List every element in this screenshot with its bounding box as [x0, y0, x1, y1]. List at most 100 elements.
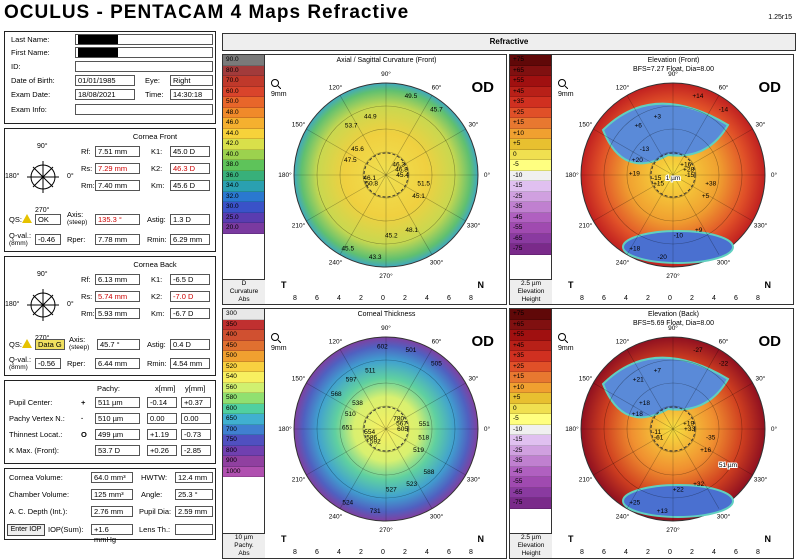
exam-date-field[interactable]: 18/08/2021: [75, 89, 135, 100]
x-tick-label: 4: [337, 549, 341, 556]
last-name-field[interactable]: [75, 34, 213, 45]
map-disk[interactable]: 90° 60° 30° 0° 330° 300° 270° 240° 210° 180° 150° 1…: [552, 321, 795, 549]
scale-cell: 25.0: [223, 212, 264, 223]
grid-spoke: [626, 349, 720, 509]
map-disk[interactable]: 90° 60° 30° 0° 330° 300° 270° 240° 210° 180° 150° 1…: [265, 321, 508, 549]
scale-footer-line: Curvature: [229, 288, 259, 295]
scale-cell: 34.0: [223, 181, 264, 192]
zoom-icon[interactable]: 9mm: [558, 333, 574, 352]
front-rper-value: 7.78 mm: [95, 234, 140, 245]
pachy-row-value: 53.7 D: [95, 445, 140, 456]
time-field[interactable]: 14:30:18: [170, 89, 213, 100]
front-deg90: 90°: [37, 143, 48, 150]
color-scale[interactable]: +75 +65 +55 +45 +35 +25 +15 +10 +5 0 -5 -10 -15 -25 -3…: [510, 55, 552, 304]
enter-iop-button[interactable]: Enter IOP: [7, 524, 45, 536]
dob-label: Date of Birth:: [11, 76, 55, 85]
dob-field[interactable]: 01/01/1985: [75, 75, 135, 86]
map-disk[interactable]: 90° 60° 30° 0° 330° 300° 270° 240° 210° 180° 150° 1…: [265, 67, 508, 295]
angle-label: 150°: [292, 121, 306, 129]
hwtw-label: HWTW:: [141, 473, 168, 482]
map-value: +6: [634, 122, 642, 129]
exam-info-field[interactable]: [75, 104, 213, 115]
map-title: Corneal Thickness: [357, 311, 416, 318]
x-tick-label: 8: [580, 295, 584, 302]
angle-label: 210°: [292, 476, 306, 484]
x-tick-label: 6: [315, 295, 319, 302]
scale-cell: -75: [510, 244, 551, 255]
front-qs-value[interactable]: OK: [35, 214, 61, 225]
zoom-label: 9mm: [271, 91, 287, 98]
angle-label: 150°: [292, 375, 306, 383]
id-field[interactable]: [75, 61, 213, 72]
map-value: +18: [639, 400, 650, 407]
map-subtitle: BFS=5.69 Float, Dia=8.00: [633, 320, 714, 327]
back-steep-label: (steep): [69, 344, 90, 351]
scale-cell: 500: [223, 351, 264, 362]
x-tick-label: 2: [403, 549, 407, 556]
scale-cell: -35: [510, 456, 551, 467]
scale-cell: 36.0: [223, 170, 264, 181]
scale-cell: 450: [223, 340, 264, 351]
angle-label: 240°: [616, 512, 630, 520]
scale-footer: D Curvature Abs: [223, 279, 265, 304]
map-subtitle: BFS=7.27 Float, Dia=8.00: [633, 66, 714, 73]
map-3[interactable]: 300 350 400 450 500 520 540 560 580 600 650 700 750 8…: [222, 308, 507, 559]
map-value: 519: [413, 447, 424, 454]
zoom-label: 9mm: [558, 91, 574, 98]
cornea-back-header: Cornea Back: [133, 260, 177, 269]
angle-label: 240°: [329, 258, 343, 266]
x-tick-label: 2: [646, 295, 650, 302]
zoom-icon[interactable]: 9mm: [271, 333, 287, 352]
map-value: -35: [706, 434, 716, 441]
map-2[interactable]: +75 +65 +55 +45 +35 +25 +15 +10 +5 0 -5 -10 -15 -25 -3…: [509, 54, 794, 305]
grid-spoke: [339, 349, 433, 509]
scale-cell: 46.0: [223, 118, 264, 129]
map-value: 651: [342, 424, 353, 431]
map-value: 523: [406, 481, 417, 488]
scale-cell: -65: [510, 487, 551, 498]
x-tick-label: 6: [315, 549, 319, 556]
color-scale[interactable]: 300 350 400 450 500 520 540 560 580 600 650 700 750 8…: [223, 309, 265, 558]
pachy-col-header: Pachy:: [97, 384, 120, 393]
scale-footer: 10 µm Pachy. Abs: [223, 533, 265, 558]
x-tick-label: 8: [293, 295, 297, 302]
x-tick-label: 8: [756, 295, 760, 302]
front-deg0: 0°: [67, 173, 74, 180]
pupil-circle: [650, 152, 696, 198]
x-tick-label: 0: [668, 295, 672, 302]
scale-cell: +75: [510, 309, 551, 320]
point-tag: 51 µm: [719, 462, 737, 469]
zoom-icon[interactable]: 9mm: [558, 79, 574, 98]
map-disk[interactable]: 90° 60° 30° 0° 330° 300° 270° 240° 210° 180° 150° 1…: [552, 67, 795, 295]
scale-footer-line: Abs: [238, 550, 250, 557]
eye-field[interactable]: Right: [170, 75, 213, 86]
angle-label: 60°: [719, 338, 729, 346]
x-tick-label: 2: [646, 549, 650, 556]
map-value: -10: [674, 232, 684, 239]
back-rf-label: Rf:: [81, 275, 91, 284]
map-value: +5: [702, 193, 710, 200]
angle-label: 0°: [771, 425, 778, 433]
pachy-row-symbol: ·: [81, 414, 84, 423]
pachy-row-x: -0.14: [147, 397, 177, 408]
pachy-row-y: -2.85: [181, 445, 211, 456]
color-scale[interactable]: 90.0 80.0 70.0 60.0 50.0 48.0 46.0 44.0 42.0 40.0…: [223, 55, 265, 304]
grid-ring: [362, 151, 410, 199]
map-1[interactable]: 90.0 80.0 70.0 60.0 50.0 48.0 46.0 44.0 42.0 40.0…: [222, 54, 507, 305]
angle-label: 120°: [329, 84, 343, 92]
scale-cell: -25: [510, 191, 551, 202]
front-qs-label: QS:: [9, 215, 22, 224]
x-tick-label: 0: [381, 295, 385, 302]
scale-cell: 650: [223, 414, 264, 425]
color-scale[interactable]: +75 +65 +55 +45 +35 +25 +15 +10 +5 0 -5 -10 -15 -25 -3…: [510, 309, 552, 558]
scale-cell: +5: [510, 139, 551, 150]
angle-label: Angle:: [141, 490, 163, 499]
map-4[interactable]: +75 +65 +55 +45 +35 +25 +15 +10 +5 0 -5 -10 -15 -25 -3…: [509, 308, 794, 559]
scale-cell: -75: [510, 498, 551, 509]
grid-spoke: [339, 95, 433, 255]
back-qs-value[interactable]: Data G: [35, 339, 65, 350]
zoom-icon[interactable]: 9mm: [271, 79, 287, 98]
angle-label: 240°: [616, 258, 630, 266]
grid-spoke: [626, 95, 720, 255]
first-name-field[interactable]: [75, 47, 213, 58]
